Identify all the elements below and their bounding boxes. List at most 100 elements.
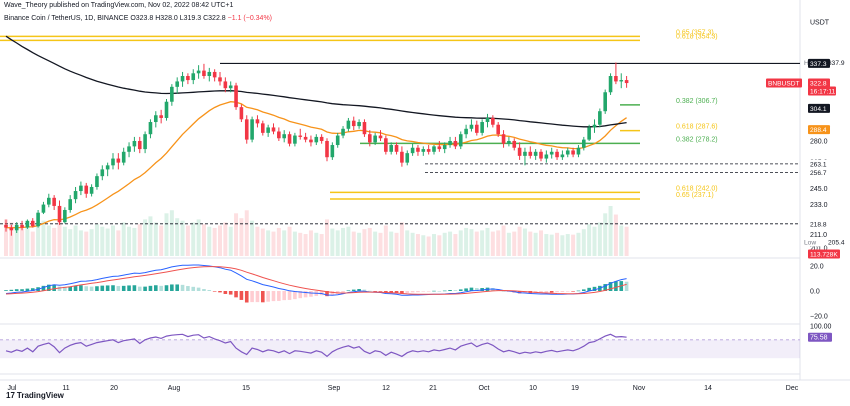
macd-histogram-bar [14, 289, 19, 291]
macd-histogram-bar [373, 291, 377, 292]
volume-bar [485, 227, 490, 256]
macd-histogram-bar [186, 286, 190, 291]
volume-bar [539, 230, 543, 256]
candle-body [95, 176, 99, 187]
time-tick-label: Jul [8, 385, 17, 392]
volume-bar [603, 213, 608, 256]
macd-histogram-bar [30, 288, 35, 291]
horizontal-lines [0, 62, 800, 225]
candle-body [549, 151, 554, 155]
candle-body [191, 73, 196, 81]
volume-bar [175, 218, 180, 256]
candle-body [603, 92, 607, 112]
macd-histogram-bar [154, 285, 158, 291]
rsi-pane [0, 333, 800, 359]
fib-label: 0.65 (237.1) [676, 192, 714, 199]
volume-bar [330, 228, 335, 256]
price-tick-label: 201.0 [810, 245, 828, 252]
macd-histogram-bar [175, 284, 179, 291]
macd-histogram-bar [432, 290, 436, 292]
volume-bar [169, 210, 174, 256]
fib-label: 0.618 (242.0) [676, 185, 718, 192]
macd-histogram-bar [426, 291, 431, 292]
macd-tick-label: 0.0 [810, 289, 820, 296]
macd-histogram-bar [416, 291, 420, 293]
macd-tick-label: −20.0 [810, 313, 828, 320]
symbol-name: Binance Coin / TetherUS, 1D, BINANCE [4, 15, 129, 22]
candle-body [14, 224, 19, 231]
candle-body [132, 140, 137, 147]
candle-body [164, 101, 169, 118]
fib-label: 0.65 (357.3) [676, 29, 714, 36]
tradingview-brand[interactable]: 17 TradingView [6, 391, 64, 400]
macd-histogram-bar [421, 291, 426, 292]
candle-body [287, 134, 292, 144]
volume-bar [405, 230, 410, 256]
rsi-tick-label: 100.00 [810, 324, 832, 331]
candle-body [512, 140, 517, 148]
volume-bar [159, 225, 164, 256]
candle-body [475, 124, 479, 133]
brand-name: TradingView [16, 391, 64, 400]
volume-bar [613, 214, 618, 256]
volume-bar [62, 226, 67, 256]
macd-histogram-bar [469, 287, 474, 291]
volume-bar [544, 234, 549, 256]
macd-histogram-bar [475, 288, 479, 291]
candle-body [432, 146, 436, 152]
candle-body [244, 119, 249, 140]
macd-histogram-bar [410, 291, 415, 293]
candle-body [303, 136, 308, 140]
volume-bar [415, 234, 420, 256]
time-tick-label: 11 [62, 385, 69, 392]
axes: USDT280.0265.0245.0233.0211.0201.0High33… [8, 20, 848, 392]
macd-histogram-bar [52, 284, 56, 291]
macd-histogram-bar [560, 291, 565, 292]
volume-bar [94, 224, 99, 256]
fib-label: 0.382 (306.7) [676, 98, 718, 105]
volume-bar [565, 234, 570, 256]
volume-bar [549, 234, 554, 256]
macd-histogram-bar [127, 285, 131, 291]
fib-levels: 0.618 (354.3)0.65 (357.3) 0.382 (306.7) 0.… [0, 29, 718, 200]
candle-body [480, 122, 484, 133]
volume-bar [490, 231, 495, 256]
time-tick-label: Nov [633, 385, 646, 392]
volume-bar [533, 232, 538, 256]
candle-body [517, 147, 522, 156]
volume-bar [84, 231, 89, 256]
candle-body [111, 158, 115, 166]
macd-histogram-bar [100, 285, 105, 291]
macd-histogram-bar [261, 291, 265, 303]
volume-bar [212, 227, 217, 256]
volume-bar [442, 232, 447, 256]
volume-bar [57, 218, 62, 256]
candle-body [319, 136, 324, 141]
macd-histogram-bar [47, 284, 51, 291]
volume-bar [560, 235, 565, 256]
candle-body [20, 224, 24, 228]
candle-body [223, 81, 228, 89]
macd-histogram-bar [121, 285, 126, 291]
price-tag-box [808, 86, 836, 96]
volume-bar [303, 234, 308, 256]
candle-body [485, 117, 490, 123]
candle-body [186, 76, 190, 81]
candle-body [25, 220, 30, 228]
candle-body [458, 134, 463, 147]
macd-histogram-bar [137, 286, 142, 291]
macd-histogram-bar [170, 284, 174, 291]
macd-histogram-bar [587, 287, 591, 291]
candle-body [89, 186, 94, 194]
time-tick-label: 14 [704, 385, 712, 392]
candle-body [180, 76, 185, 82]
volume-bar [453, 234, 458, 256]
candle-body [528, 151, 533, 156]
macd-histogram-bar [442, 290, 447, 292]
volume-bar [587, 224, 592, 256]
volume-bar [153, 222, 158, 256]
ohlc-values: O323.8 H328.0 L319.3 C322.8 [130, 15, 226, 22]
candle-body [421, 149, 426, 152]
macd-histogram-bar [362, 289, 367, 291]
candle-body [373, 135, 377, 143]
